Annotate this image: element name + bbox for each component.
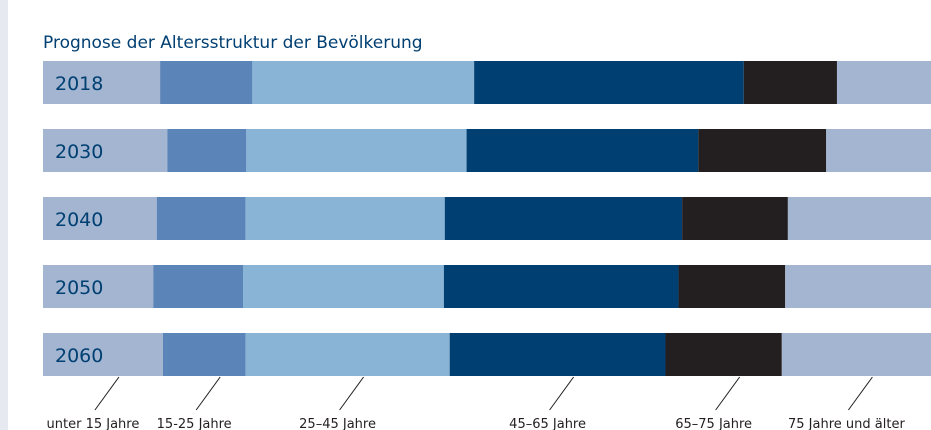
legend-label: 65–75 Jahre [675, 417, 752, 430]
chart-title: Prognose der Altersstruktur der Bevölker… [43, 33, 423, 53]
bar-segment [43, 265, 154, 308]
bar-segment [474, 61, 744, 104]
bar-segment [167, 129, 247, 172]
bar-segment [444, 197, 683, 240]
year-label: 2018 [55, 73, 103, 95]
legend-label: 75 Jahre und älter [788, 417, 905, 430]
bar-segment [160, 61, 253, 104]
bar-segment [698, 129, 827, 172]
bar-segment [43, 129, 168, 172]
bar-segment [787, 197, 931, 240]
bar-segment [836, 61, 931, 104]
legend-label: 15-25 Jahre [157, 417, 232, 430]
bar-segment [665, 333, 782, 376]
bar-segment [443, 265, 679, 308]
bar-segment [245, 197, 445, 240]
year-label: 2030 [55, 141, 103, 163]
bar-segment [466, 129, 699, 172]
bar-segment [43, 197, 157, 240]
bar-segment [449, 333, 666, 376]
bar-segment [785, 265, 931, 308]
leader-line [549, 376, 575, 411]
bar-segment [43, 61, 161, 104]
leader-line [715, 376, 741, 411]
left-strip [0, 0, 8, 430]
year-label: 2040 [55, 209, 103, 231]
bar-segment [156, 197, 246, 240]
leader-line [339, 376, 364, 411]
bar-segment [682, 197, 788, 240]
leader-line [195, 376, 221, 411]
bar-segment [243, 265, 444, 308]
legend-label: 45–65 Jahre [509, 417, 586, 430]
legend-label: unter 15 Jahre [47, 417, 140, 430]
leader-line [94, 376, 120, 411]
year-label: 2060 [55, 345, 103, 367]
bar-segment [162, 333, 246, 376]
bar-segment [743, 61, 837, 104]
bar-segment [678, 265, 786, 308]
bar-segment [153, 265, 243, 308]
bar-segment [252, 61, 475, 104]
year-label: 2050 [55, 277, 103, 299]
legend-label: 25–45 Jahre [299, 417, 376, 430]
bar-segment [43, 333, 163, 376]
bar-segment [246, 129, 467, 172]
bar-segment [826, 129, 931, 172]
bar-segment [245, 333, 450, 376]
bar-segment [781, 333, 931, 376]
leader-line [848, 376, 873, 411]
